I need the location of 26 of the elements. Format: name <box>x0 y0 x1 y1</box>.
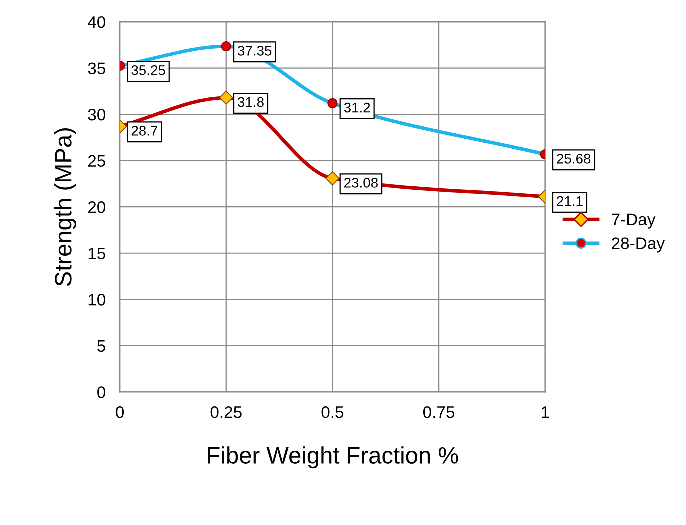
y-tick-label: 40 <box>88 16 106 28</box>
y-tick-label: 0 <box>98 386 106 398</box>
data-label: 23.08 <box>344 178 378 188</box>
y-tick-label: 25 <box>88 155 106 168</box>
y-tick-label: 35 <box>88 62 106 75</box>
data-label: 31.8 <box>238 97 264 108</box>
x-tick-label: 0.75 <box>423 406 455 418</box>
x-tick-label: 1 <box>542 406 550 418</box>
x-tick-label: 0 <box>116 406 124 418</box>
y-tick-label: 10 <box>88 294 106 306</box>
data-label: 31.2 <box>344 102 370 113</box>
legend-label: 28-Day <box>612 238 665 253</box>
y-tick-label: 30 <box>88 108 106 121</box>
x-axis-title: Fiber Weight Fraction % <box>208 446 458 469</box>
x-tick-label: 0.5 <box>322 406 344 418</box>
data-label: 25.68 <box>557 154 591 164</box>
y-tick-label: 5 <box>98 340 106 352</box>
y-axis-title: Strength (MPa) <box>54 128 77 286</box>
y-tick-label: 15 <box>88 248 106 260</box>
data-label: 28.7 <box>132 126 158 136</box>
data-label: 37.35 <box>238 46 272 56</box>
y-tick-label: 20 <box>88 202 106 214</box>
x-tick-label: 0.25 <box>210 406 242 418</box>
data-label: 35.25 <box>132 65 166 76</box>
data-label: 21.1 <box>557 196 583 206</box>
legend-label: 7-Day <box>612 214 656 229</box>
